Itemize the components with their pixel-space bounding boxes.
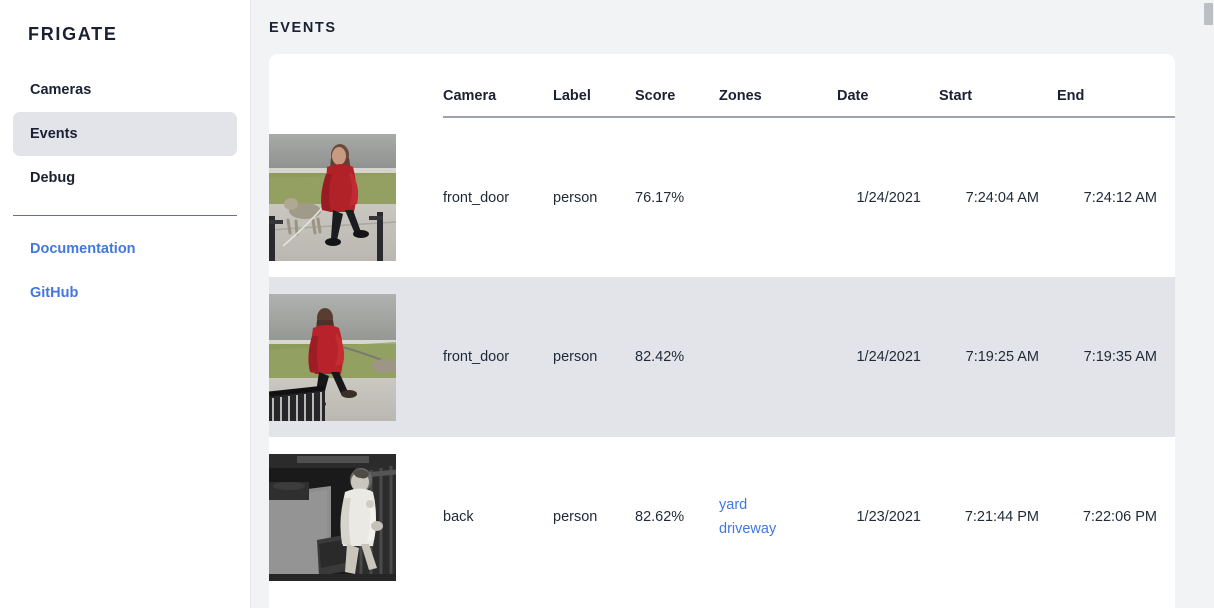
event-camera[interactable]: front_door <box>443 189 510 206</box>
event-label[interactable]: person <box>553 349 598 365</box>
sidebar-item-debug[interactable]: Debug <box>13 156 237 200</box>
table-header-row: Camera Label Score Zones Date Start End <box>269 54 1175 118</box>
events-card: Camera Label Score Zones Date Start End <box>269 54 1175 608</box>
sidebar-item-events[interactable]: Events <box>13 112 237 156</box>
events-table: Camera Label Score Zones Date Start End <box>269 54 1175 597</box>
event-zones <box>719 117 837 277</box>
sidebar-link-label: GitHub <box>30 285 79 301</box>
event-label[interactable]: person <box>553 189 598 206</box>
event-zone-yard[interactable]: yard <box>719 497 748 513</box>
sidebar-divider <box>13 215 237 216</box>
column-header-date[interactable]: Date <box>837 54 939 118</box>
column-header-start[interactable]: Start <box>939 54 1057 118</box>
events-table-body: front_door person 76.17% 1/24/2021 7:24:… <box>269 117 1175 597</box>
column-header-camera[interactable]: Camera <box>443 54 553 118</box>
sidebar-item-label: Cameras <box>30 82 92 98</box>
event-start: 7:21:44 PM <box>964 509 1039 525</box>
event-thumbnail-image[interactable] <box>269 293 396 421</box>
event-thumbnail-cell[interactable] <box>269 117 443 277</box>
column-header-label[interactable]: Label <box>553 54 635 118</box>
sidebar-item-cameras[interactable]: Cameras <box>13 68 237 112</box>
event-thumbnail-cell[interactable] <box>269 437 443 597</box>
event-score: 82.42% <box>635 349 685 365</box>
event-thumbnail-image[interactable] <box>269 133 396 261</box>
sidebar-link-github[interactable]: GitHub <box>13 271 237 315</box>
event-zones <box>719 277 837 437</box>
sidebar-item-label: Debug <box>30 170 76 186</box>
event-zone-driveway[interactable]: driveway <box>719 521 777 537</box>
event-start: 7:24:04 AM <box>965 189 1039 206</box>
sidebar-link-documentation[interactable]: Documentation <box>13 227 237 271</box>
event-end: 7:19:35 AM <box>1083 349 1157 365</box>
vertical-scrollbar-track[interactable] <box>1203 0 1214 608</box>
events-table-head: Camera Label Score Zones Date Start End <box>269 54 1175 118</box>
column-header-thumbnail <box>269 54 443 117</box>
event-end: 7:24:12 AM <box>1083 189 1157 206</box>
sidebar-item-label: Events <box>30 126 78 142</box>
event-zones[interactable]: yard driveway <box>719 437 837 597</box>
event-date: 1/24/2021 <box>856 349 921 365</box>
table-row[interactable]: front_door person 76.17% 1/24/2021 7:24:… <box>269 117 1175 277</box>
vertical-scrollbar-thumb[interactable] <box>1204 3 1213 25</box>
sidebar-secondary-nav: Documentation GitHub <box>0 227 250 315</box>
app-brand-title: FRIGATE <box>28 24 118 44</box>
column-header-score[interactable]: Score <box>635 54 719 118</box>
event-date: 1/23/2021 <box>856 509 921 525</box>
table-row[interactable]: back person 82.62% yard driveway 1/23/20… <box>269 437 1175 597</box>
event-score: 76.17% <box>635 189 685 206</box>
sidebar: FRIGATE Cameras Events Debug Documentati… <box>0 0 251 608</box>
event-camera[interactable]: front_door <box>443 349 510 365</box>
event-score: 82.62% <box>635 509 685 525</box>
event-label[interactable]: person <box>553 509 598 525</box>
column-header-zones[interactable]: Zones <box>719 54 837 118</box>
main-content: EVENTS Camera Label Score Zones Date Sta… <box>251 0 1214 608</box>
sidebar-link-label: Documentation <box>30 241 136 257</box>
event-start: 7:19:25 AM <box>965 349 1039 365</box>
sidebar-primary-nav: Cameras Events Debug <box>0 68 250 200</box>
event-end: 7:22:06 PM <box>1082 509 1157 525</box>
table-row[interactable]: front_door person 82.42% 1/24/2021 7:19:… <box>269 277 1175 437</box>
page-title: EVENTS <box>269 20 337 36</box>
event-thumbnail-cell[interactable] <box>269 277 443 437</box>
event-date: 1/24/2021 <box>856 189 921 206</box>
column-header-end[interactable]: End <box>1057 54 1175 118</box>
event-camera[interactable]: back <box>443 509 474 525</box>
event-thumbnail-image[interactable] <box>269 453 396 581</box>
